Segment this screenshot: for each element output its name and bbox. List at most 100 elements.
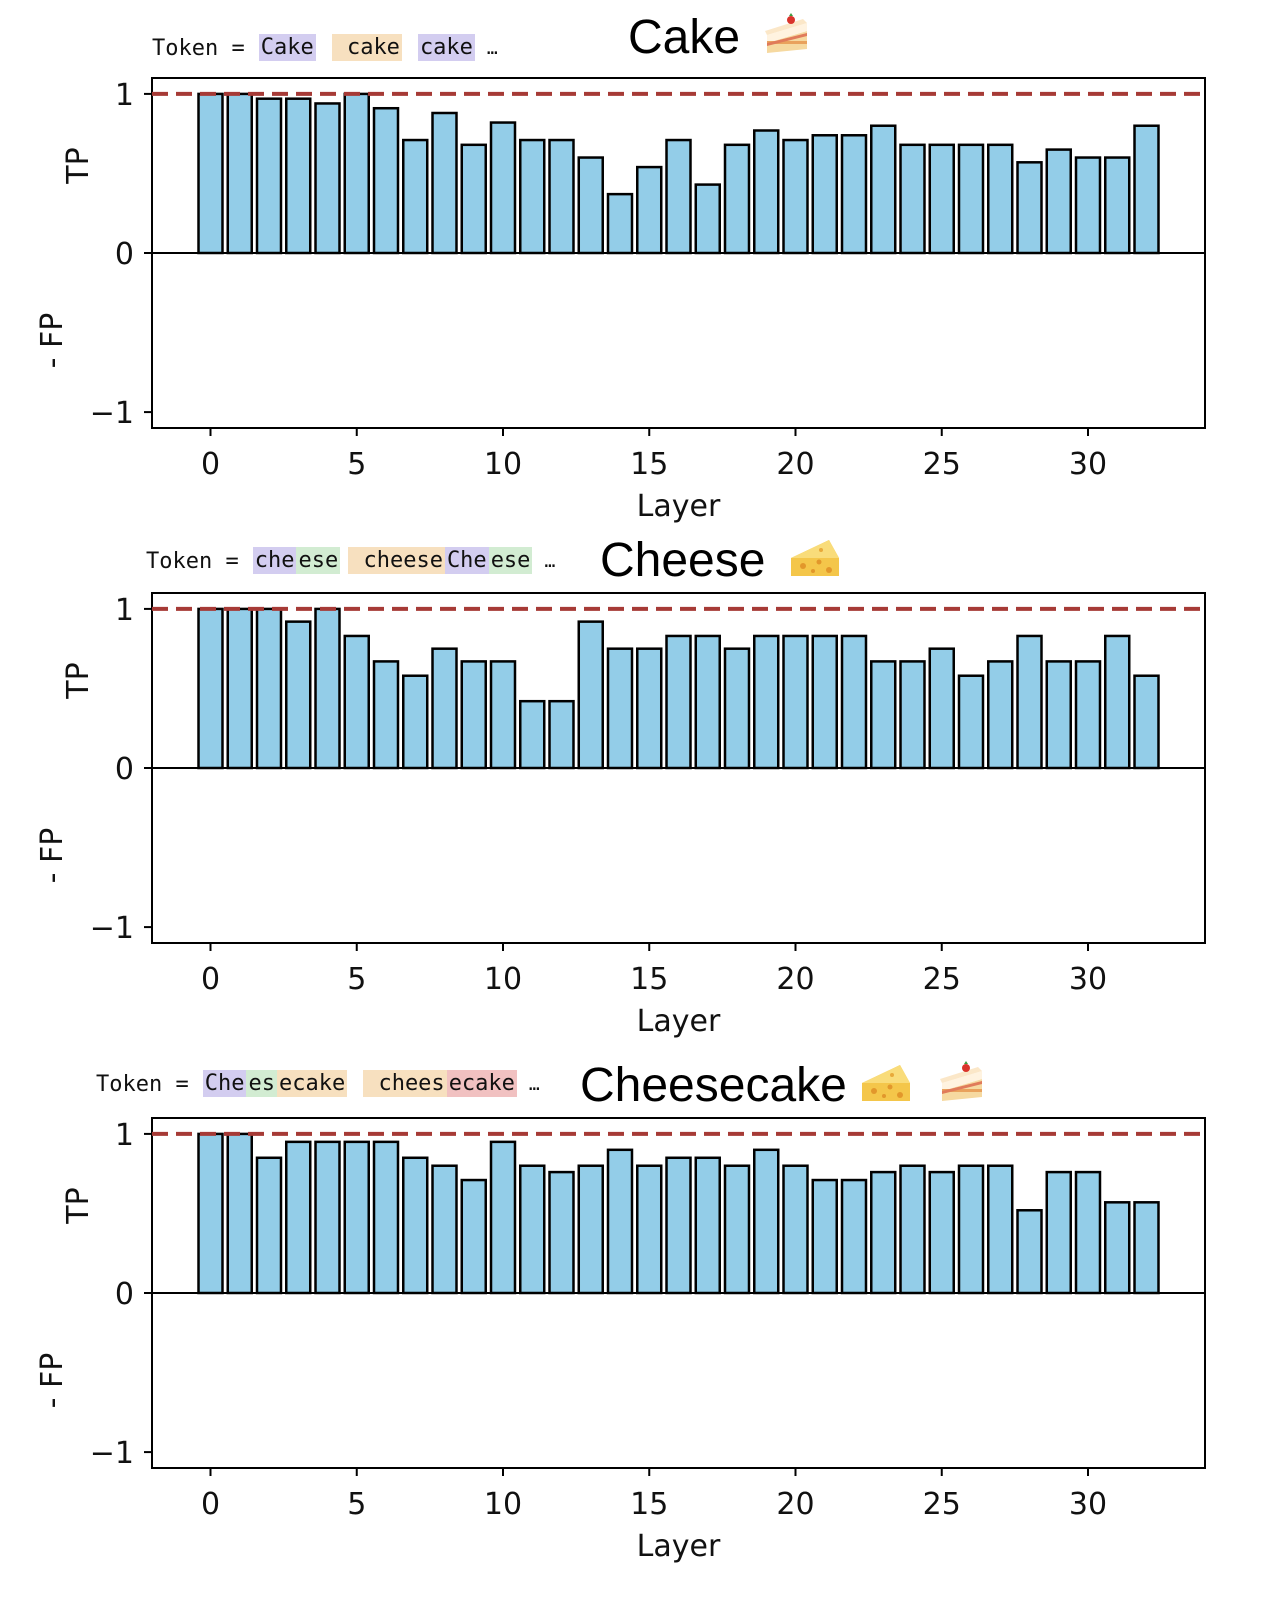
chart-panel-cheese: Token = che ese cheese Che ese … Cheese xyxy=(0,515,1272,1045)
bar xyxy=(957,674,985,770)
y-axis-label-tp: TP xyxy=(61,147,96,184)
x-axis-label: Layer xyxy=(637,1004,721,1039)
bar xyxy=(665,138,692,255)
y-tick-label: −1 xyxy=(90,1436,134,1471)
cake-icon xyxy=(938,1060,986,1116)
token-row: Token = che ese cheese Che ese … xyxy=(146,547,555,575)
y-tick-label: −1 xyxy=(90,911,134,946)
token-piece: Che xyxy=(202,1070,247,1097)
bar xyxy=(460,1178,487,1295)
token-label: Token = xyxy=(146,548,239,574)
bar xyxy=(489,660,517,770)
token-group: cake xyxy=(417,34,475,62)
bar xyxy=(636,647,663,770)
x-tick-label: 25 xyxy=(923,447,961,482)
token-ellipsis: … xyxy=(486,37,498,59)
bar xyxy=(402,674,429,770)
bar xyxy=(665,634,692,770)
bar xyxy=(343,634,370,770)
bar xyxy=(285,97,312,255)
token-row: Token = Cake cake cake … xyxy=(152,34,498,62)
x-tick-label: 10 xyxy=(484,447,522,482)
bar xyxy=(899,660,926,770)
bar xyxy=(782,1164,809,1295)
panel-header: Token = Cake cake cake … Cake xyxy=(0,0,1272,70)
bar xyxy=(548,138,575,255)
y-axis-label-tp: TP xyxy=(61,1187,96,1224)
token-piece: che xyxy=(252,547,297,574)
bar xyxy=(489,1140,517,1295)
bar xyxy=(870,124,897,255)
y-axis-label-fp: - FP xyxy=(35,313,70,369)
x-tick-label: 0 xyxy=(201,447,220,482)
token-piece: cake xyxy=(331,34,402,61)
cheese-icon xyxy=(789,535,841,591)
bar xyxy=(226,1132,253,1295)
bar xyxy=(519,138,546,255)
bar xyxy=(548,699,575,770)
token-piece: Che xyxy=(444,547,489,574)
bar xyxy=(782,634,809,770)
bar xyxy=(606,192,634,255)
y-axis-label-fp: - FP xyxy=(35,1353,70,1409)
x-tick-label: 20 xyxy=(776,1487,814,1522)
bar xyxy=(314,607,341,770)
bar xyxy=(811,134,838,255)
bar xyxy=(343,1140,370,1295)
bar xyxy=(1104,634,1131,770)
token-piece: Cake xyxy=(258,34,316,61)
bar xyxy=(372,660,400,770)
y-tick-label: −1 xyxy=(90,396,134,431)
token-group: che ese xyxy=(252,547,341,575)
y-tick-label: 1 xyxy=(115,593,134,628)
panel-title: Cheesecake xyxy=(580,1058,986,1116)
bar xyxy=(460,143,487,255)
x-tick-label: 5 xyxy=(347,447,366,482)
bar xyxy=(636,165,663,255)
bar xyxy=(577,1164,604,1295)
bar xyxy=(811,634,838,770)
bar xyxy=(577,156,604,255)
x-tick-label: 0 xyxy=(201,1487,220,1522)
token-piece: cake xyxy=(417,34,475,61)
cheese-icon xyxy=(860,1060,912,1116)
x-tick-label: 5 xyxy=(347,962,366,997)
x-tick-label: 15 xyxy=(630,447,668,482)
y-tick-label: 1 xyxy=(115,78,134,113)
token-piece: cheese xyxy=(348,547,445,574)
bar xyxy=(431,1164,458,1295)
bar xyxy=(197,607,224,770)
bar xyxy=(753,129,780,255)
bar xyxy=(1104,156,1131,255)
bar xyxy=(1016,1209,1043,1295)
bar xyxy=(694,634,721,770)
token-row: Token = Che es ecake chees ecake … xyxy=(96,1070,540,1098)
y-tick-label: 0 xyxy=(115,237,134,272)
token-piece: ese xyxy=(488,547,533,574)
bar xyxy=(694,1156,721,1295)
bar xyxy=(899,1164,926,1295)
bar xyxy=(372,106,400,255)
bar xyxy=(372,1140,400,1295)
bar xyxy=(1045,1170,1072,1295)
token-piece: ecake xyxy=(276,1070,348,1097)
token-group: Cake xyxy=(258,34,316,62)
bar-chart: 0 5 10 15 20 25 30 −1 0 1 Layer TP - FP xyxy=(35,77,1206,524)
x-tick-label: 10 xyxy=(484,1487,522,1522)
bar xyxy=(723,647,751,770)
panel-header: Token = che ese cheese Che ese … Cheese xyxy=(0,515,1272,587)
bar xyxy=(665,1156,692,1295)
bar xyxy=(1016,634,1043,770)
bar xyxy=(431,647,458,770)
panel-title: Cheese xyxy=(600,533,841,591)
bar xyxy=(1045,660,1072,770)
bar xyxy=(1133,1201,1160,1295)
panel-title: Cake xyxy=(628,10,811,68)
bar xyxy=(987,660,1014,770)
bar xyxy=(402,1156,429,1295)
panel-title-text: Cheese xyxy=(600,534,766,587)
bar xyxy=(753,634,780,770)
token-label: Token = xyxy=(152,35,245,61)
bar xyxy=(928,647,955,770)
bar xyxy=(255,97,283,255)
